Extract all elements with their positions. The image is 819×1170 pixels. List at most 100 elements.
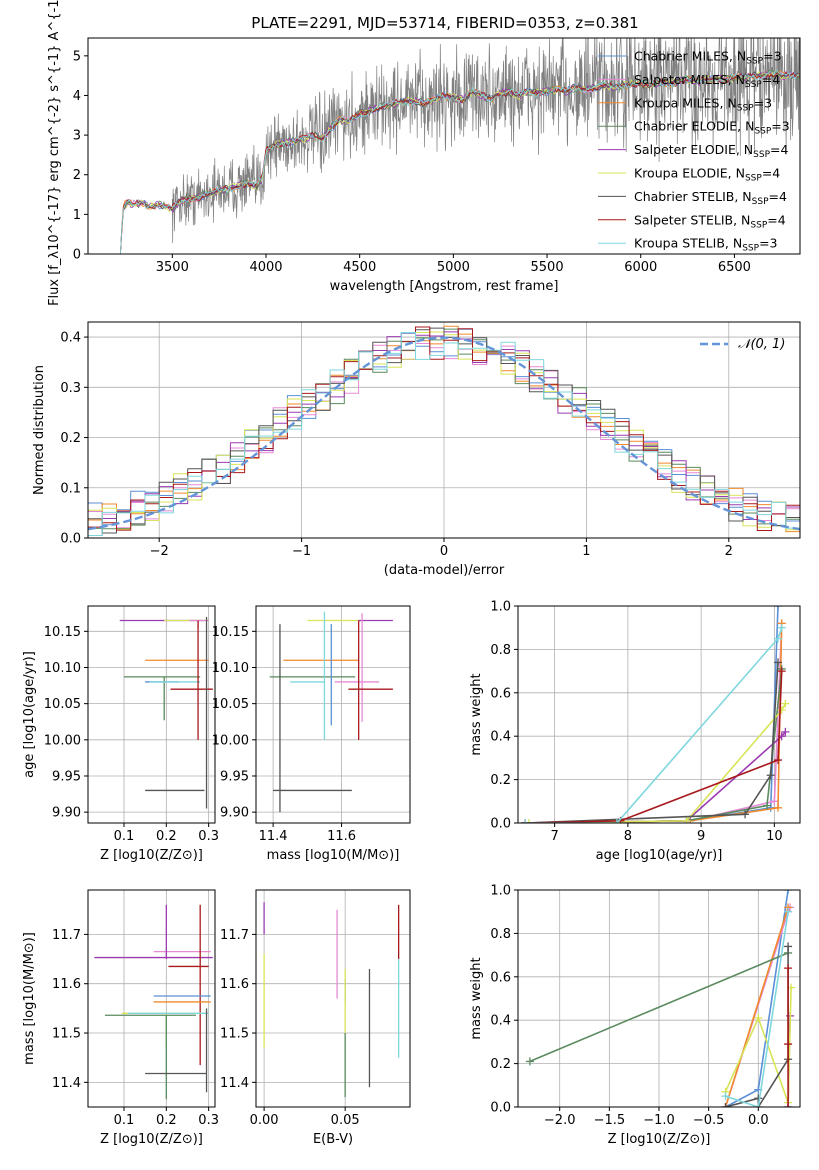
spectrum-axes: Chabrier MILES, NSSP=3 Salpeter MILES, NS… — [47, 0, 801, 306]
x-tick-label: 4500 — [343, 260, 376, 275]
y-tick-label: 0.4 — [490, 1014, 511, 1029]
legend-sub: SSP — [737, 103, 754, 113]
legend-label: Kroupa ELODIE, NSSP=4 — [634, 166, 780, 184]
axes-frame — [255, 889, 411, 1108]
x-tick-label: −2.0 — [544, 1113, 576, 1128]
legend-label: Chabrier ELODIE, NSSP=3 — [634, 119, 790, 137]
mass-vs-Z-frame: 0.1 0.2 0.3 11.4 11.5 11.6 11.7 Z [log10(Z/Z⊙)]… — [22, 889, 219, 1147]
y-tick-label: 1.0 — [490, 884, 511, 899]
x-tick-label: 5500 — [531, 260, 564, 275]
legend-eq: =3 — [759, 236, 777, 251]
y-tick-label: 0.2 — [60, 431, 81, 446]
y-tick-label: 11.4 — [52, 1076, 81, 1091]
data-spectrum-line — [171, 38, 800, 244]
y-tick-label: 0.1 — [60, 481, 81, 496]
x-axis-label: Z [log10(Z/Z⊙)] — [608, 1132, 711, 1147]
age-vs-Z-errorbars — [119, 616, 213, 809]
legend-label: Salpeter MILES, NSSP=4 — [634, 72, 780, 90]
y-tick-label: 0.8 — [490, 643, 511, 658]
weight-marker — [774, 634, 783, 643]
y-axis-label: mass weight — [469, 673, 484, 755]
model-line-salpeter-stelib — [118, 71, 800, 254]
weight-marker — [774, 803, 783, 812]
y-tick-label: 11.5 — [52, 1027, 81, 1042]
spectrum-plot: Chabrier MILES, NSSP=3 Salpeter MILES, NS… — [118, 38, 800, 254]
legend-sub: SSP — [745, 174, 762, 184]
weight-line-kroupa-stelib — [725, 911, 789, 1107]
weight-line-kroupa-elodie — [724, 987, 792, 1103]
y-tick-label: 0.4 — [490, 730, 511, 745]
y-tick-label: 10.00 — [44, 733, 81, 748]
y-tick-label: 0.6 — [490, 970, 511, 985]
y-tick-label: 10.10 — [44, 661, 81, 676]
x-tick-label: 9 — [697, 829, 705, 844]
weight-vs-age-frame: 7 8 9 10 0.0 0.2 0.4 0.6 0.8 1.0 age [log10(age/yr… — [469, 600, 801, 863]
weight-marker — [754, 1094, 763, 1103]
x-tick-label: 0.3 — [198, 1113, 219, 1128]
legend-sub: SSP — [753, 150, 770, 160]
legend-eq: =3 — [763, 49, 781, 64]
y-tick-label: 4 — [73, 89, 81, 104]
weight-vs-age-lines — [521, 606, 790, 823]
y-tick-label: 3 — [73, 129, 81, 144]
weight-line-chabrier-miles — [525, 606, 779, 823]
weight-line-kroupa-elodie — [528, 703, 787, 823]
legend-sub: SSP — [745, 80, 762, 90]
y-tick-label: 10.15 — [44, 625, 81, 640]
x-axis-label: (data-model)/error — [384, 563, 505, 578]
legend-label: Chabrier MILES, NSSP=3 — [634, 49, 782, 67]
weight-marker — [754, 1014, 763, 1023]
age-vs-Z-plot — [119, 616, 213, 809]
x-tick-label: 0.2 — [156, 1113, 177, 1128]
mass-vs-ebv-plot — [263, 902, 400, 1098]
legend-eq: =4 — [762, 166, 780, 181]
legend-label: Salpeter ELODIE, NSSP=4 — [634, 142, 789, 160]
weight-line-kroupa-miles — [525, 623, 783, 823]
y-tick-label: 2 — [73, 168, 81, 183]
y-tick-label: 0 — [73, 248, 81, 263]
x-axis-label: E(B-V) — [313, 1132, 353, 1147]
x-axis-label: mass [log10(M/M⊙)] — [267, 848, 400, 863]
weight-marker — [763, 801, 772, 810]
weight-marker — [524, 819, 533, 823]
y-axis-label: age [log10(age/yr)] — [22, 651, 37, 778]
x-tick-label: 6000 — [624, 260, 657, 275]
weight-marker — [784, 964, 793, 973]
age-vs-mass-plot — [269, 611, 393, 813]
legend-label: Kroupa STELIB, NSSP=3 — [634, 236, 778, 254]
y-tick-label: 11.7 — [220, 928, 249, 943]
weight-line-salpeter-stelib — [525, 671, 783, 823]
weight-marker — [774, 756, 783, 765]
x-tick-label: 0.0 — [748, 1113, 769, 1128]
mass-vs-ebv-frame: 0.00 0.05 11.4 11.5 11.6 11.7 E(B-V) — [220, 889, 411, 1147]
y-tick-label: 0.0 — [490, 1101, 511, 1116]
x-tick-label: 8 — [624, 829, 632, 844]
legend-sub: SSP — [752, 197, 769, 207]
y-tick-label: 0.2 — [490, 773, 511, 788]
x-tick-label: 1 — [582, 544, 590, 559]
x-tick-label: −1.5 — [594, 1113, 626, 1128]
residuals-axes: 𝒩(0, 1) −2 −1 0 1 2 0.0 0.1 0.2 0.3 0.4 (data-model… — [32, 321, 801, 578]
y-tick-label: 0.6 — [490, 686, 511, 701]
age-vs-Z-frame: 0.1 0.2 0.3 9.90 9.95 10.00 10.05 10.10 10.15 Z [… — [22, 605, 219, 863]
model-line-kroupa-stelib — [118, 69, 800, 254]
y-tick-label: 1 — [73, 208, 81, 223]
legend-eq: =3 — [771, 119, 789, 134]
x-tick-label: 11.6 — [327, 829, 356, 844]
y-tick-label: 1.0 — [490, 600, 511, 615]
weight-marker — [784, 1103, 793, 1107]
mass-vs-ebv-axes: 0.00 0.05 11.4 11.5 11.6 11.7 E(B-V) — [220, 889, 411, 1147]
mass-vs-Z-errorbars — [94, 904, 213, 1100]
y-tick-label: 0.0 — [490, 817, 511, 832]
x-tick-label: 7 — [550, 829, 558, 844]
x-tick-label: −0.5 — [693, 1113, 725, 1128]
weight-marker — [525, 1057, 534, 1066]
gaussian-legend-label: 𝒩(0, 1) — [738, 337, 785, 352]
weight-vs-age-axes: 7 8 9 10 0.0 0.2 0.4 0.6 0.8 1.0 age [log10(age/yr… — [469, 600, 801, 863]
axes-frame — [87, 605, 216, 824]
axes-frame — [517, 605, 801, 824]
legend-eq: =4 — [770, 142, 788, 157]
x-tick-label: 0.1 — [114, 829, 135, 844]
y-tick-label: 0.4 — [60, 331, 81, 346]
axes-frame — [255, 605, 411, 824]
